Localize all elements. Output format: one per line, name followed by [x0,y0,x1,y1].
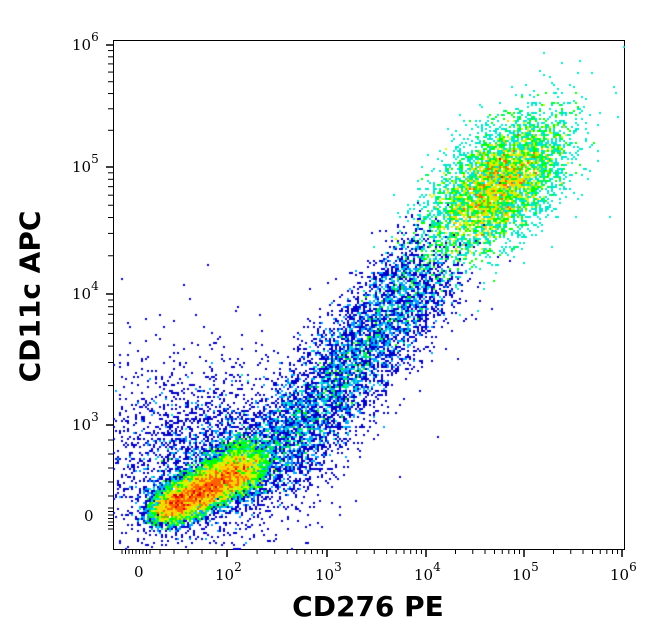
x-tick-label: 103 [315,560,342,584]
y-tick-label: 106 [72,30,99,54]
x-tick-label: 105 [512,560,539,584]
y-tick-label: 0 [84,507,94,525]
y-axis-label: CD11c APC [13,210,47,383]
density-scatter-points [113,40,625,550]
y-tick-label: 105 [72,152,99,176]
y-tick-label: 103 [72,410,99,434]
y-tick-label: 104 [72,279,99,303]
x-tick-label: 104 [414,560,441,584]
x-axis-label: CD276 PE [292,590,444,623]
x-tick-label: 0 [134,563,144,581]
x-tick-label: 102 [215,560,242,584]
x-tick-label: 106 [610,560,637,584]
